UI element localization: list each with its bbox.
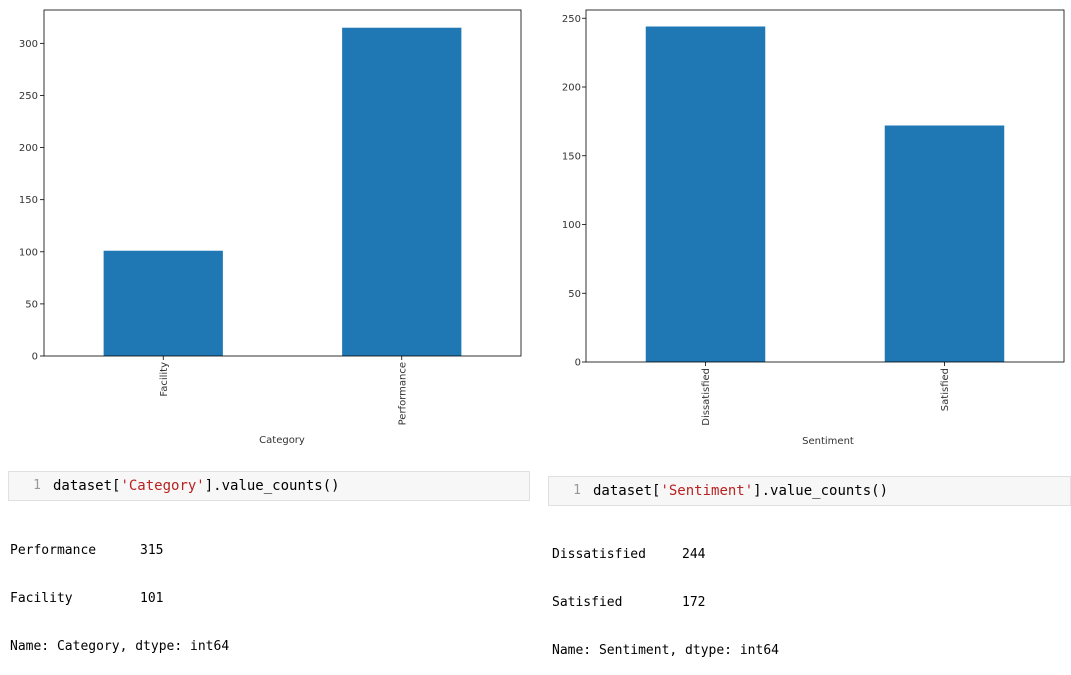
code-string: 'Sentiment' xyxy=(660,483,754,499)
output-footer: Name: Sentiment, dtype: int64 xyxy=(552,643,779,658)
plot-frame xyxy=(43,9,522,357)
category-bar-chart: Category 0 50 100 150 200 250 300 Facility Perfo… xyxy=(19,9,522,446)
y-tick-label: 200 xyxy=(19,143,38,154)
code-line[interactable]: dataset['Category'].value_counts() xyxy=(53,472,340,500)
output-value: 101 xyxy=(140,591,164,606)
y-tick-label: 0 xyxy=(575,358,581,369)
output-key: Dissatisfied xyxy=(552,547,646,562)
plot-frame xyxy=(585,9,1065,363)
line-number: 1 xyxy=(33,478,41,493)
y-tick-label: 100 xyxy=(19,247,38,258)
output-row: Performance 315 xyxy=(10,543,229,559)
y-tick-label: 300 xyxy=(19,39,38,50)
output-value: 244 xyxy=(682,547,706,562)
code-suffix: ].value_counts() xyxy=(753,483,889,499)
bar-satisfied xyxy=(884,125,1005,362)
bar-dissatisfied xyxy=(645,26,766,362)
y-tick-label: 150 xyxy=(19,195,38,206)
y-tick-label: 50 xyxy=(568,289,581,300)
code-prefix: dataset[ xyxy=(593,483,661,499)
output-key: Facility xyxy=(10,591,73,606)
y-tick-label: 0 xyxy=(32,352,38,363)
output-row: Facility 101 xyxy=(10,591,229,607)
output-key: Performance xyxy=(10,543,97,558)
output-key: Satisfied xyxy=(552,595,623,610)
sentiment-bar-chart: Sentiment 0 50 100 150 200 250 Dissatisfied Sat… xyxy=(562,9,1065,447)
bar-facility xyxy=(103,250,223,356)
output-value: 315 xyxy=(140,543,164,558)
code-suffix: ].value_counts() xyxy=(204,478,340,494)
code-line[interactable]: dataset['Sentiment'].value_counts() xyxy=(593,477,888,505)
code-prefix: dataset[ xyxy=(53,478,121,494)
output-row: Dissatisfied 244 xyxy=(552,547,779,563)
x-axis-label: Category xyxy=(259,435,305,446)
output-footer: Name: Category, dtype: int64 xyxy=(10,639,230,654)
x-tick-label: Dissatisfied xyxy=(701,368,712,426)
y-tick-label: 50 xyxy=(25,299,38,310)
y-tick-label: 100 xyxy=(562,220,581,231)
line-number: 1 xyxy=(573,483,581,498)
x-tick-label: Satisfied xyxy=(940,368,951,411)
x-axis-label: Sentiment xyxy=(802,436,854,447)
output-category: Performance 315 Facility 101 Name: Categor… xyxy=(10,511,229,671)
y-tick-label: 150 xyxy=(562,151,581,162)
bar-performance xyxy=(342,27,462,357)
x-tick-label: Facility xyxy=(159,362,170,397)
x-tick-label: Performance xyxy=(397,362,408,425)
code-string: 'Category' xyxy=(120,478,205,494)
y-tick-label: 250 xyxy=(562,14,581,25)
code-cell-sentiment[interactable]: 1 dataset['Sentiment'].value_counts() xyxy=(548,476,1071,506)
output-sentiment: Dissatisfied 244 Satisfied 172 Name: Senti… xyxy=(552,515,779,675)
output-value: 172 xyxy=(682,595,706,610)
y-tick-label: 200 xyxy=(562,83,581,94)
code-cell-category[interactable]: 1 dataset['Category'].value_counts() xyxy=(8,471,530,501)
y-tick-label: 250 xyxy=(19,91,38,102)
output-row: Satisfied 172 xyxy=(552,595,779,611)
